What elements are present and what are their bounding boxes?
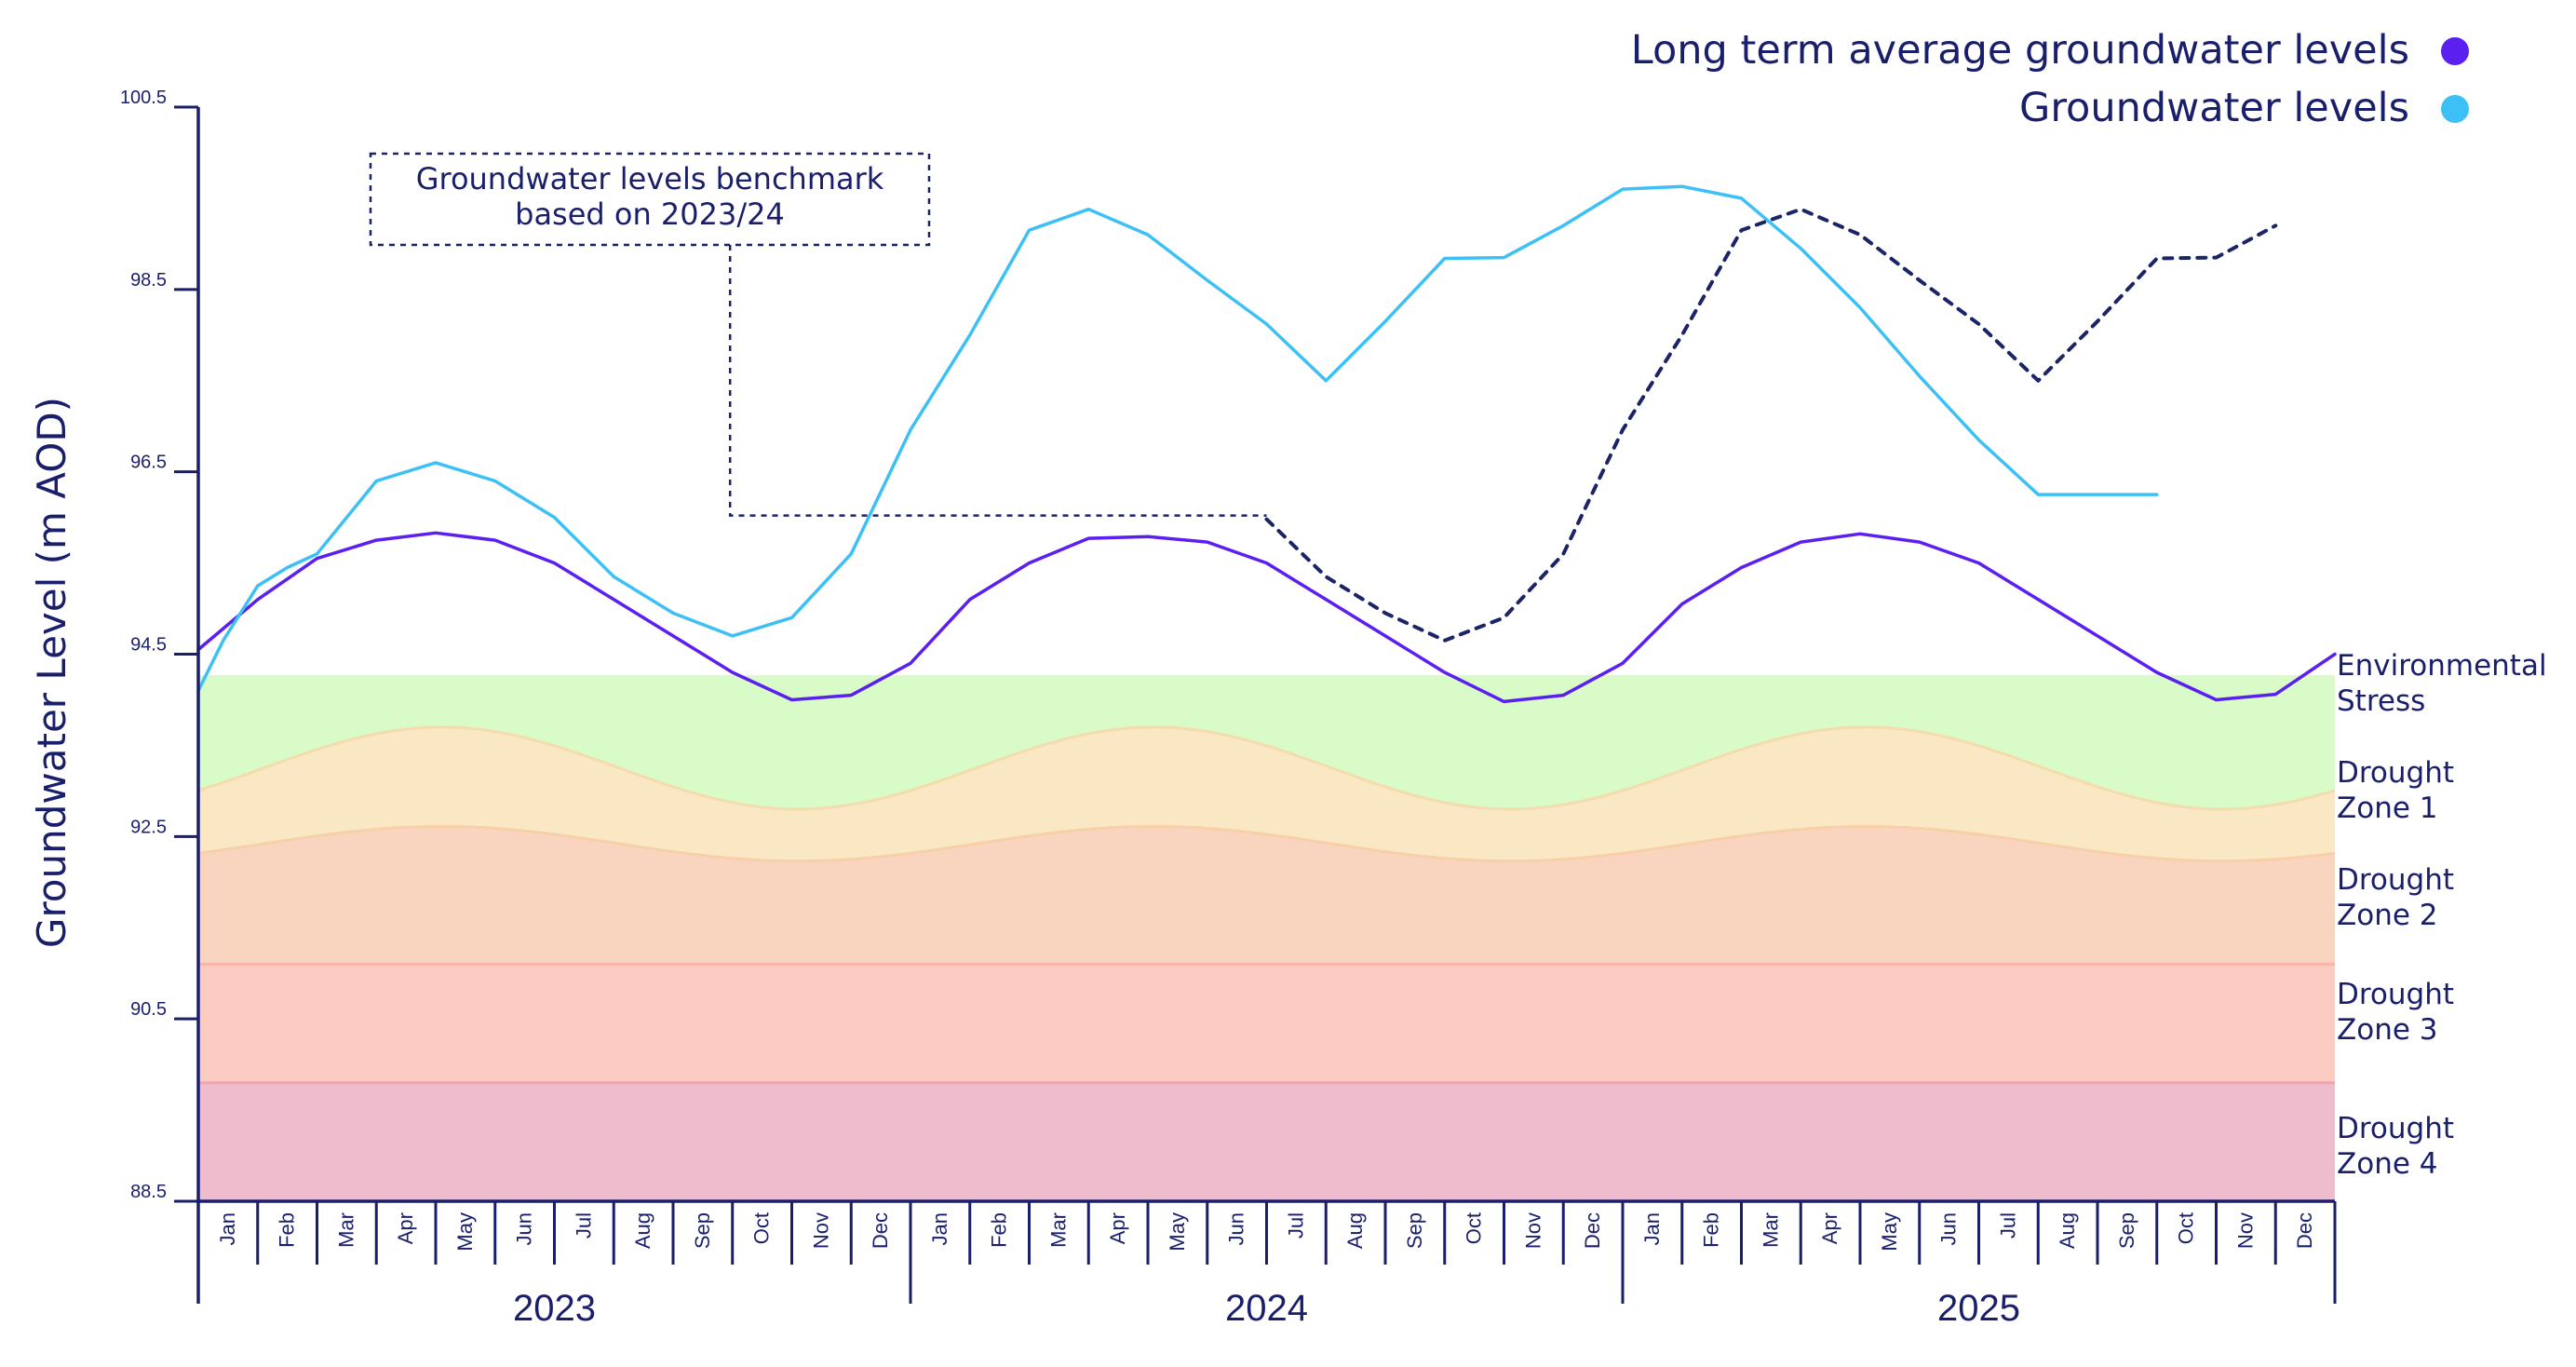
month-label: Mar [1046, 1212, 1070, 1248]
series-lines [196, 184, 2337, 704]
month-label: Jun [1937, 1212, 1961, 1245]
month-label: Jan [1640, 1212, 1664, 1245]
zone-label-line: Drought [2337, 863, 2454, 897]
legend-marker-long_term [2441, 37, 2469, 65]
month-label: Nov [1521, 1212, 1544, 1249]
y-tick-label: 100.5 [120, 88, 167, 108]
month-label: Jul [1284, 1212, 1307, 1238]
month-label: Sep [2115, 1212, 2138, 1249]
month-label: Aug [1343, 1212, 1367, 1249]
y-tick-label: 88.5 [130, 1182, 167, 1202]
month-label: Dec [2293, 1212, 2316, 1249]
month-label: Aug [631, 1212, 654, 1249]
month-label: Mar [334, 1212, 357, 1248]
month-label: Jan [216, 1212, 239, 1245]
zone-label-zone3: Drought Zone 3 [2337, 978, 2454, 1047]
zone-label-line: Stress [2337, 684, 2425, 718]
annotation-text: Groundwater levels benchmark [416, 161, 884, 196]
month-label: Aug [2056, 1212, 2079, 1249]
zone-label-line: Drought [2337, 756, 2454, 790]
month-label: Feb [1700, 1212, 1723, 1248]
zone1-edge [197, 725, 2336, 811]
zone-zone1 [198, 726, 2335, 861]
legend-label-groundwater: Groundwater levels [2019, 85, 2409, 131]
month-label: May [1166, 1212, 1189, 1252]
zone-label-zone4: Drought Zone 4 [2337, 1112, 2454, 1181]
month-label: Apr [1106, 1212, 1129, 1244]
series-benchmark [1264, 207, 2278, 643]
zone-label-line: Environmental [2337, 649, 2547, 683]
zone-label-zone1: Drought Zone 1 [2337, 756, 2454, 825]
y-tick-label: 96.5 [130, 453, 167, 473]
series-long_term [196, 531, 2337, 704]
zone-label-line: Zone 1 [2337, 792, 2438, 825]
zone-label-zone2: Drought Zone 2 [2337, 863, 2454, 932]
zone-env_stress [198, 675, 2335, 809]
month-label: Dec [1581, 1212, 1604, 1249]
month-label: Nov [809, 1212, 832, 1249]
year-label: 2023 [513, 1288, 596, 1329]
month-label: May [453, 1212, 477, 1252]
y-tick-label: 98.5 [130, 270, 167, 291]
legend-marker-groundwater [2441, 95, 2469, 123]
month-label: May [1878, 1212, 1901, 1252]
month-label: Jun [1225, 1212, 1248, 1245]
month-label: Apr [394, 1212, 417, 1244]
year-label: 2024 [1225, 1288, 1308, 1329]
annotation-box [369, 152, 931, 247]
legend-label-long_term: Long term average groundwater levels [1631, 27, 2409, 74]
y-tick-label: 90.5 [130, 999, 167, 1020]
y-tick-label: 92.5 [130, 817, 167, 837]
legend: Long term average groundwater levels Grou… [1631, 27, 2469, 131]
month-label: Jul [1996, 1212, 2019, 1238]
annotation-text: based on 2023/24 [515, 196, 785, 232]
zone-zone4 [198, 1082, 2335, 1201]
zone2-edge [197, 825, 2336, 863]
year-label: 2025 [1937, 1288, 2020, 1329]
zone-label-env_stress: Environmental Stress [2337, 649, 2547, 718]
month-label: Sep [691, 1212, 714, 1249]
axes: 100.5 98.5 96.5 94.5 92.5 90.5 88.5 Jan Feb Mar Ap… [120, 88, 2337, 1329]
month-label: Sep [1403, 1212, 1426, 1249]
zone-label-line: Drought [2337, 978, 2454, 1011]
drought-zones [197, 675, 2336, 1201]
zone-zone3 [198, 964, 2335, 1083]
month-label: Dec [869, 1212, 892, 1249]
zone-label-line: Zone 4 [2337, 1147, 2438, 1181]
zone-label-line: Zone 2 [2337, 899, 2438, 932]
month-label: Oct [750, 1212, 774, 1244]
zone-zone2 [198, 826, 2335, 965]
zone-label-line: Zone 3 [2337, 1013, 2438, 1047]
month-label: Apr [1818, 1212, 1841, 1244]
series-groundwater [196, 184, 2159, 693]
month-label: Jan [928, 1212, 951, 1245]
month-label: Oct [2175, 1212, 2198, 1244]
month-label: Nov [2233, 1212, 2257, 1249]
zone-label-line: Drought [2337, 1112, 2454, 1145]
y-tick-label: 94.5 [130, 635, 167, 656]
month-label: Mar [1759, 1212, 1782, 1248]
y-axis-label: Groundwater Level (m AOD) [29, 397, 74, 948]
month-label: Oct [1463, 1212, 1486, 1244]
month-label: Jun [513, 1212, 536, 1245]
month-label: Jul [572, 1212, 595, 1238]
month-label: Feb [988, 1212, 1011, 1248]
annotation-leader [728, 245, 1267, 517]
month-label: Feb [276, 1212, 299, 1248]
